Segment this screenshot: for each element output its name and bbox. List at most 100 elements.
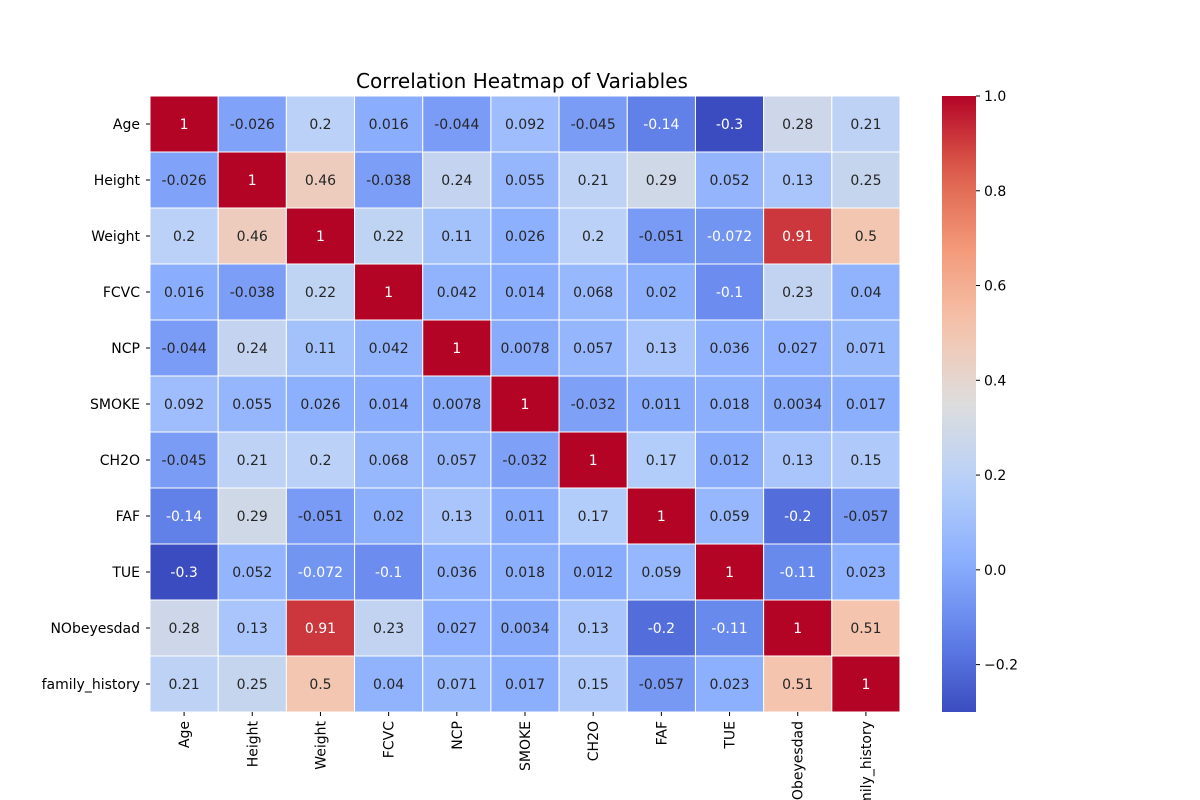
heatmap-cell xyxy=(149,375,219,433)
y-tick-label: CH2O xyxy=(100,453,140,469)
heatmap-cell-value: 0.21 xyxy=(578,173,609,189)
heatmap-cell-value: 0.02 xyxy=(646,285,677,301)
y-tick-label: NCP xyxy=(111,341,140,357)
heatmap-cell xyxy=(285,319,356,377)
heatmap-cell-value: -0.051 xyxy=(298,509,343,525)
heatmap-cell xyxy=(285,431,356,489)
heatmap-cell-value: -0.3 xyxy=(716,117,743,133)
colorbar-tick-label: 0.2 xyxy=(984,468,1006,484)
heatmap-cell xyxy=(217,95,287,153)
heatmap-cell-value: 0.052 xyxy=(232,565,272,581)
heatmap-cell xyxy=(626,431,696,489)
heatmap-cell-value: 0.023 xyxy=(709,677,749,693)
heatmap-cell xyxy=(354,431,424,489)
heatmap-cell xyxy=(149,543,219,601)
heatmap-cell xyxy=(354,263,424,321)
heatmap-cell xyxy=(490,655,560,713)
heatmap-cell-value: 0.28 xyxy=(169,621,200,637)
heatmap-cell-value: -0.072 xyxy=(707,229,752,245)
heatmap-cell-value: -0.2 xyxy=(784,509,811,525)
heatmap-cell-value: 0.13 xyxy=(646,341,677,357)
heatmap-cell xyxy=(422,599,492,657)
heatmap-cell xyxy=(626,151,696,209)
heatmap-cell-value: 1 xyxy=(793,621,802,637)
heatmap-cell-value: 0.2 xyxy=(173,229,195,245)
x-tick-label: NObeyesdad xyxy=(791,721,807,800)
heatmap-cell xyxy=(149,599,219,657)
y-axis-tick-labels: Age Height Weight FCVC NCP SMOKE CH2O FAF TUE NOb… xyxy=(42,117,150,693)
heatmap-cell-value: -0.1 xyxy=(716,285,743,301)
heatmap-cell-value: 0.51 xyxy=(850,621,881,637)
heatmap-cell-value: -0.032 xyxy=(502,453,547,469)
heatmap-cell-value: 0.15 xyxy=(578,677,609,693)
heatmap-cell-value: 0.012 xyxy=(573,565,613,581)
heatmap-cell-value: 0.2 xyxy=(309,453,331,469)
x-tick-label: SMOKE xyxy=(518,721,534,771)
heatmap-cell xyxy=(354,375,424,433)
heatmap-cell-value: -0.1 xyxy=(375,565,402,581)
heatmap-cell-value: -0.026 xyxy=(162,173,207,189)
heatmap-cell-value: -0.045 xyxy=(162,453,207,469)
heatmap-cell xyxy=(490,319,560,377)
heatmap-cell xyxy=(422,151,492,209)
heatmap-cell-value: 0.29 xyxy=(237,509,268,525)
heatmap-cell-value: 0.018 xyxy=(505,565,545,581)
heatmap-cell xyxy=(558,151,628,209)
heatmap-cell-value: 0.0078 xyxy=(432,397,481,413)
heatmap-cell-value: 0.0078 xyxy=(500,341,549,357)
heatmap-cell-value: 0.017 xyxy=(505,677,545,693)
heatmap-cell xyxy=(763,95,833,153)
heatmap-cell-value: 0.13 xyxy=(441,509,472,525)
heatmap-cell-value: 0.016 xyxy=(164,285,204,301)
colorbar-tick-labels: −0.2 0.0 0.2 0.4 0.6 0.8 1.0 xyxy=(976,89,1018,674)
heatmap-cell-value: 0.068 xyxy=(573,285,613,301)
heatmap-cell-value: 0.24 xyxy=(441,173,472,189)
heatmap-cell xyxy=(694,431,765,489)
heatmap-cell-value: 1 xyxy=(657,509,666,525)
heatmap-cell xyxy=(490,151,560,209)
heatmap-cell xyxy=(831,375,901,433)
heatmap-cell-value: 0.018 xyxy=(709,397,749,413)
heatmap-cell-value: 0.51 xyxy=(782,677,813,693)
heatmap-cell xyxy=(558,543,628,601)
heatmap-cell-value: 0.057 xyxy=(573,341,613,357)
heatmap-cell-value: 0.21 xyxy=(169,677,200,693)
heatmap-cell-value: 0.91 xyxy=(305,621,336,637)
heatmap-cell xyxy=(490,431,560,489)
heatmap-cell xyxy=(626,655,696,713)
heatmap-cell-value: -0.057 xyxy=(639,677,684,693)
heatmap-cell xyxy=(831,487,901,545)
heatmap-cell-value: 0.059 xyxy=(641,565,681,581)
heatmap-cell-value: 0.46 xyxy=(305,173,336,189)
heatmap-cell xyxy=(217,319,287,377)
heatmap-cell xyxy=(558,319,628,377)
heatmap-cell xyxy=(285,95,356,153)
y-tick-label: TUE xyxy=(111,565,140,581)
heatmap-cell-value: 0.014 xyxy=(505,285,545,301)
heatmap-cell xyxy=(149,207,219,265)
heatmap-cell xyxy=(422,319,492,377)
heatmap-cell-value: 1 xyxy=(725,565,734,581)
chart-title: Correlation Heatmap of Variables xyxy=(356,69,688,93)
heatmap-cell-value: 0.17 xyxy=(578,509,609,525)
heatmap-cell-labels: 1 -0.026 0.2 0.016 -0.044 0.092 -0.045 -0.14 -0.… xyxy=(162,117,889,693)
x-tick-label: NCP xyxy=(450,721,466,750)
heatmap-cell xyxy=(763,319,833,377)
heatmap-cell xyxy=(763,487,833,545)
heatmap-cell xyxy=(354,599,424,657)
heatmap-cell-value: 0.22 xyxy=(305,285,336,301)
heatmap-cell xyxy=(626,95,696,153)
heatmap-cell-value: 0.23 xyxy=(373,621,404,637)
heatmap-cell-value: -0.045 xyxy=(571,117,616,133)
heatmap-cell xyxy=(490,487,560,545)
heatmap-cell xyxy=(694,655,765,713)
heatmap-cell-value: 0.13 xyxy=(782,453,813,469)
heatmap-cell-value: 1 xyxy=(452,341,461,357)
heatmap-cell xyxy=(149,95,219,153)
heatmap-cell-value: 0.0034 xyxy=(500,621,549,637)
heatmap-cell-value: -0.026 xyxy=(230,117,275,133)
heatmap-cell-value: 0.023 xyxy=(846,565,886,581)
y-tick-label: Height xyxy=(94,173,141,189)
heatmap-cell-value: 0.11 xyxy=(441,229,472,245)
heatmap-cell xyxy=(422,655,492,713)
